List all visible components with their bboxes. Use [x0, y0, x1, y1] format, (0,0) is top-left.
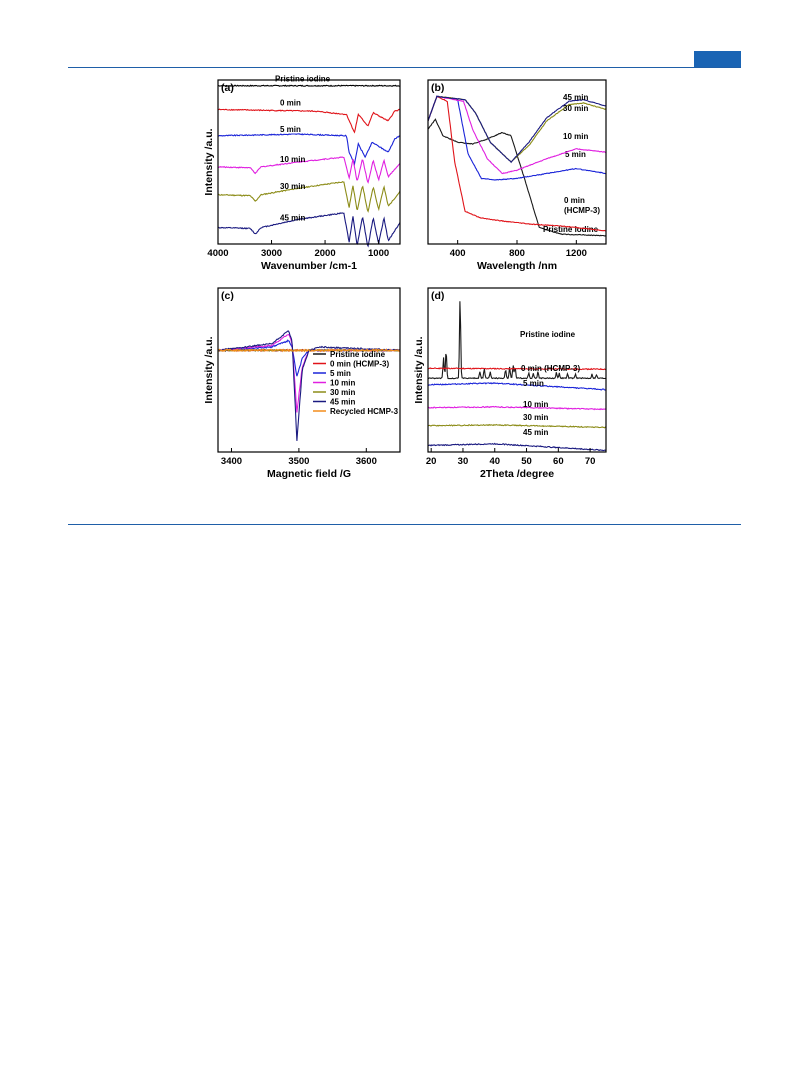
- y-axis-title: Intensity /a.u.: [203, 128, 215, 195]
- x-tick-label: 3000: [261, 248, 282, 259]
- series-line-4: [217, 181, 401, 213]
- series-annotation: 45 min: [280, 214, 305, 223]
- series-annotation: 10 min: [280, 155, 305, 164]
- legend-label: 5 min: [330, 369, 351, 378]
- legend-label: 10 min: [330, 379, 355, 388]
- panel-letter: (a): [221, 82, 234, 94]
- legend-label: Recycled HCMP-3: [330, 407, 399, 416]
- series-annotation: 5 min: [523, 379, 544, 388]
- series-line-5: [427, 95, 607, 164]
- series-line-4: [427, 423, 607, 429]
- series-annotation: 10 min: [563, 132, 588, 141]
- plot-frame: [217, 79, 401, 245]
- plot-frame: [217, 287, 401, 453]
- panel-letter: (d): [431, 290, 444, 302]
- x-tick-label: 4000: [207, 248, 228, 259]
- x-tick-label: 60: [553, 456, 564, 467]
- series-annotation: 0 min (HCMP-3): [521, 364, 580, 373]
- x-axis-title: 2Theta /degree: [480, 468, 554, 480]
- series-annotation: 30 min: [523, 413, 548, 422]
- legend-label: Pristine iodine: [330, 350, 386, 359]
- series-annotation: 45 min: [563, 93, 588, 102]
- series-annotation: 45 min: [523, 428, 548, 437]
- series-line-5: [427, 442, 607, 452]
- x-tick-label: 3500: [288, 456, 309, 467]
- series-annotation: 10 min: [523, 400, 548, 409]
- series-annotation: Pristine iodine: [275, 75, 331, 84]
- bottom-rule: [68, 524, 741, 525]
- x-tick-label: 3600: [356, 456, 377, 467]
- header-accent-tab: [694, 51, 741, 67]
- x-tick-label: 70: [585, 456, 596, 467]
- series-line-6: [217, 348, 401, 353]
- series-line-0: [218, 84, 401, 87]
- x-tick-label: 40: [489, 456, 500, 467]
- panel-letter: (b): [431, 82, 444, 94]
- legend-label: 45 min: [330, 398, 355, 407]
- chart-panel-a: Pristine iodine 0 min 5 min 10 min 30 min 45 …: [203, 75, 401, 272]
- series-annotation: 5 min: [565, 150, 586, 159]
- x-tick-label: 20: [426, 456, 437, 467]
- panel-letter: (c): [221, 290, 234, 302]
- series-annotation: (HCMP-3): [564, 206, 600, 215]
- top-rule: [68, 67, 741, 68]
- series-line-1: [427, 367, 607, 371]
- series-annotation: 30 min: [280, 182, 305, 191]
- legend-label: 30 min: [330, 388, 355, 397]
- series-annotation: Pristine iodine: [520, 330, 576, 339]
- x-tick-label: 3400: [221, 456, 242, 467]
- legend-label: 0 min (HCMP-3): [330, 360, 389, 369]
- series-line-0: [427, 301, 607, 380]
- series-line-5: [218, 212, 401, 248]
- x-tick-label: 1200: [566, 248, 587, 259]
- series-line-1: [217, 108, 401, 134]
- series-annotation: Pristine iodine: [543, 225, 599, 234]
- series-line-3: [217, 156, 401, 184]
- x-tick-label: 50: [521, 456, 532, 467]
- x-tick-label: 1000: [368, 248, 389, 259]
- series-annotation: 0 min: [564, 196, 585, 205]
- x-tick-label: 30: [458, 456, 469, 467]
- plot-frame: [427, 287, 607, 453]
- series-line-2: [427, 382, 607, 391]
- series-line-3: [427, 405, 607, 411]
- x-tick-label: 400: [450, 248, 466, 259]
- y-axis-title: Intensity /a.u.: [413, 336, 425, 403]
- series-annotation: 5 min: [280, 125, 301, 134]
- series-line-3: [427, 95, 606, 175]
- x-axis-title: Wavelength /nm: [477, 260, 557, 272]
- series-line-1: [427, 95, 607, 232]
- x-tick-label: 800: [509, 248, 525, 259]
- chart-panel-b: Pristine iodine 0 min(HCMP-3) 5 min 10 min 3…: [427, 79, 607, 272]
- series-annotation: 0 min: [280, 99, 301, 108]
- series-line-2: [217, 133, 401, 167]
- x-axis-title: Wavenumber /cm-1: [261, 260, 357, 272]
- x-axis-title: Magnetic field /G: [267, 468, 351, 480]
- x-tick-label: 2000: [314, 248, 335, 259]
- chart-panel-c: 3400 3500 3600 Magnetic field /G Intensity /…: [203, 287, 401, 480]
- chart-panel-d: Pristine iodine 0 min (HCMP-3) 5 min 10 min…: [413, 287, 607, 480]
- series-annotation: 30 min: [563, 104, 588, 113]
- y-axis-title: Intensity /a.u.: [203, 336, 215, 403]
